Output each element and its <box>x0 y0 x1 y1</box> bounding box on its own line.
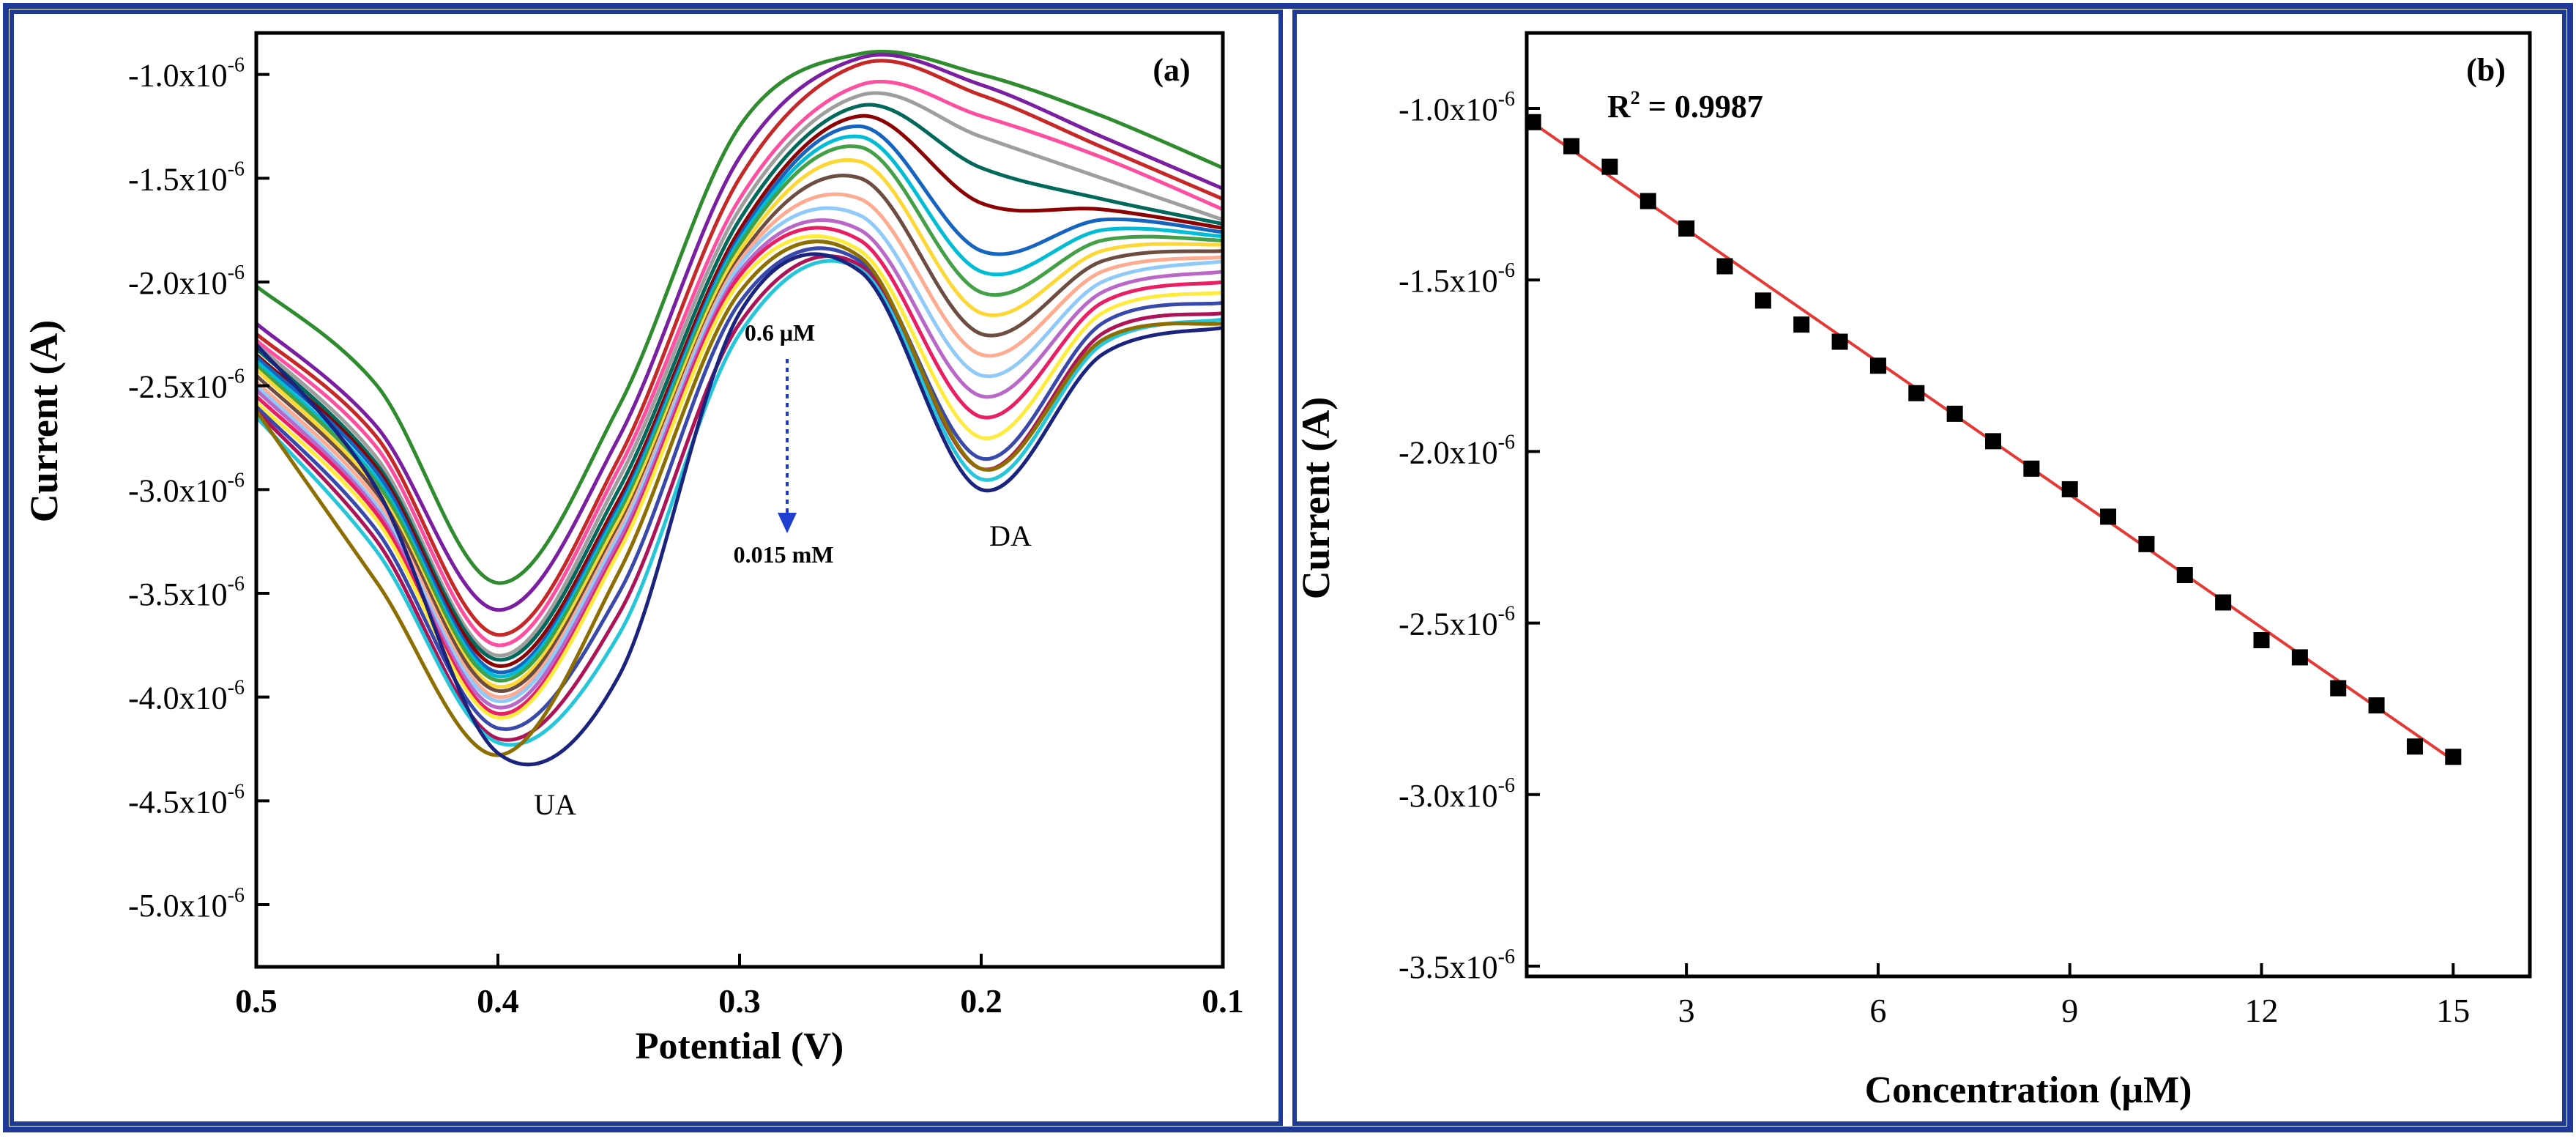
panel-a-series-line-18 <box>255 246 1224 731</box>
r-squared-value: = 0.9987 <box>1640 89 1763 125</box>
panel-a-series-line-17 <box>255 234 1224 720</box>
panel-a-series-group <box>254 49 1224 767</box>
panel-b-plot-area <box>1525 31 2532 979</box>
panel-b-data-point <box>2291 649 2308 666</box>
panel-a-y-tick-label: -2.0x10-6 <box>128 261 245 301</box>
panel-a-x-tick-label: 0.5 <box>235 982 278 1020</box>
panel-a-chart: 0.5 0.4 0.3 0.2 0.1 -1.0x10-6 -1.5x10-6 -2.0x1… <box>22 31 1244 1067</box>
panel-b-data-point <box>2061 481 2078 497</box>
panel-b-data-point <box>1754 292 1771 309</box>
panel-a-series-line-10 <box>255 144 1224 683</box>
panel-a-y-tick-label: -2.5x10-6 <box>128 366 245 405</box>
panel-a-label: (a) <box>1153 52 1190 88</box>
panel-a-y-tick-label: -3.5x10-6 <box>128 573 245 612</box>
panel-a-series-line-16 <box>255 226 1224 716</box>
panel-a-x-tick-label: 0.1 <box>1202 982 1244 1020</box>
panel-a-series-line-20 <box>255 259 1224 747</box>
panel-b-y-tick-label: -1.0x10-6 <box>1399 88 1515 127</box>
da-peak-label: DA <box>989 519 1032 552</box>
panel-a-y-tick-label: -4.5x10-6 <box>128 780 245 820</box>
panel-a-y-tick-label: -5.0x10-6 <box>128 884 245 924</box>
panel-b-data-point <box>1869 357 1886 374</box>
panel-a-y-tick-label: -1.5x10-6 <box>128 157 245 197</box>
panel-b-y-tick-label: -3.0x10-6 <box>1399 774 1515 814</box>
panel-b-label: (b) <box>2466 52 2506 88</box>
panel-b-chart: 3 6 9 12 15 -1.0x10-6 -1.5x10-6 -2.0x10-6 -2.5x… <box>1294 31 2532 1111</box>
r-squared-superscript: 2 <box>1631 87 1640 108</box>
panel-b-data-point <box>2023 460 2040 477</box>
concentration-arrow-head <box>778 513 797 533</box>
panel-b-x-tick-label: 3 <box>1678 992 1695 1029</box>
panel-b-data-point <box>1716 258 1733 275</box>
panel-b-data-point <box>1946 405 1963 422</box>
panel-a-series-line-6 <box>255 103 1224 662</box>
r-squared-prefix: R <box>1607 89 1631 125</box>
panel-b-data-point <box>1525 114 1541 130</box>
panel-b-data-point <box>1831 333 1848 350</box>
r-squared-annotation: R2 = 0.9987 <box>1607 87 1763 125</box>
panel-a-series-line-3 <box>255 59 1224 637</box>
panel-a-series-line-19 <box>255 254 1224 742</box>
panel-a-y-axis-title: Current (A) <box>22 320 66 522</box>
panel-a-y-tick-label: -4.0x10-6 <box>128 677 245 716</box>
panel-a-series-line-5 <box>255 91 1224 658</box>
panel-b-x-tick-label: 15 <box>2436 992 2470 1029</box>
panel-b-data-point <box>2406 738 2423 755</box>
panel-b-data-point <box>1908 385 1925 401</box>
panel-a-series-line-1 <box>255 49 1224 585</box>
panel-b-y-tick-label: -3.5x10-6 <box>1399 946 1515 985</box>
panel-b-data-point <box>1678 220 1695 237</box>
panel-b-data-point <box>2176 567 2193 584</box>
panel-a-series-line-7 <box>255 114 1224 668</box>
panel-b-data-point <box>2253 632 2270 649</box>
panel-a-series-line-21 <box>254 240 1224 757</box>
panel-a-x-tick-label: 0.2 <box>960 982 1002 1020</box>
panel-b-frame <box>1292 10 2566 1126</box>
panel-b-data-point <box>2100 508 2117 525</box>
panel-a-x-ticks: 0.5 0.4 0.3 0.2 0.1 <box>235 954 1244 1020</box>
panel-b-y-axis-title: Current (A) <box>1294 397 1338 599</box>
arrow-end-label: 0.015 mM <box>734 541 834 568</box>
panel-b-points-group <box>1525 114 2462 765</box>
panel-b-y-tick-label: -1.5x10-6 <box>1399 259 1515 299</box>
panel-b-data-point <box>2138 535 2155 552</box>
panel-b-data-point <box>2330 680 2347 697</box>
panel-a-y-tick-label: -1.0x10-6 <box>128 54 245 94</box>
panel-b-data-point <box>1793 316 1810 333</box>
panel-b-data-point <box>1563 138 1580 155</box>
panel-b-data-point <box>2445 749 2462 765</box>
panel-b-data-point <box>1985 433 2002 450</box>
panel-b-y-tick-label: -2.5x10-6 <box>1399 603 1515 642</box>
panel-a-series-line-22 <box>255 252 1224 767</box>
panel-a-frame <box>10 10 1283 1126</box>
panel-a-series-line-2 <box>255 53 1224 612</box>
panel-a-x-tick-label: 0.3 <box>718 982 761 1020</box>
panel-a-series-line-4 <box>255 79 1224 648</box>
panel-b-data-point <box>2368 697 2385 713</box>
panel-b-x-tick-label: 6 <box>1869 992 1886 1029</box>
panel-b-x-ticks: 3 6 9 12 15 <box>1678 963 2470 1029</box>
panel-b-y-ticks: -1.0x10-6 -1.5x10-6 -2.0x10-6 -2.5x10-6 -3.0… <box>1399 88 1540 985</box>
panel-a-x-axis-title: Potential (V) <box>636 1025 844 1067</box>
panel-b-x-axis-title: Concentration (μM) <box>1865 1069 2192 1111</box>
arrow-start-label: 0.6 μM <box>745 319 815 346</box>
panel-b-x-tick-label: 12 <box>2245 992 2279 1029</box>
panel-a-y-tick-label: -3.0x10-6 <box>128 469 245 508</box>
panel-b-x-tick-label: 9 <box>2061 992 2078 1029</box>
panel-b-data-point <box>2215 594 2232 611</box>
panel-b-data-point <box>1639 193 1656 209</box>
panel-b-y-tick-label: -2.0x10-6 <box>1399 431 1515 470</box>
ua-peak-label: UA <box>534 788 576 821</box>
panel-a-x-tick-label: 0.4 <box>477 982 519 1020</box>
panel-a-y-ticks: -1.0x10-6 -1.5x10-6 -2.0x10-6 -2.5x10-6 -3.0… <box>128 54 269 924</box>
panel-b-data-point <box>1601 158 1618 175</box>
